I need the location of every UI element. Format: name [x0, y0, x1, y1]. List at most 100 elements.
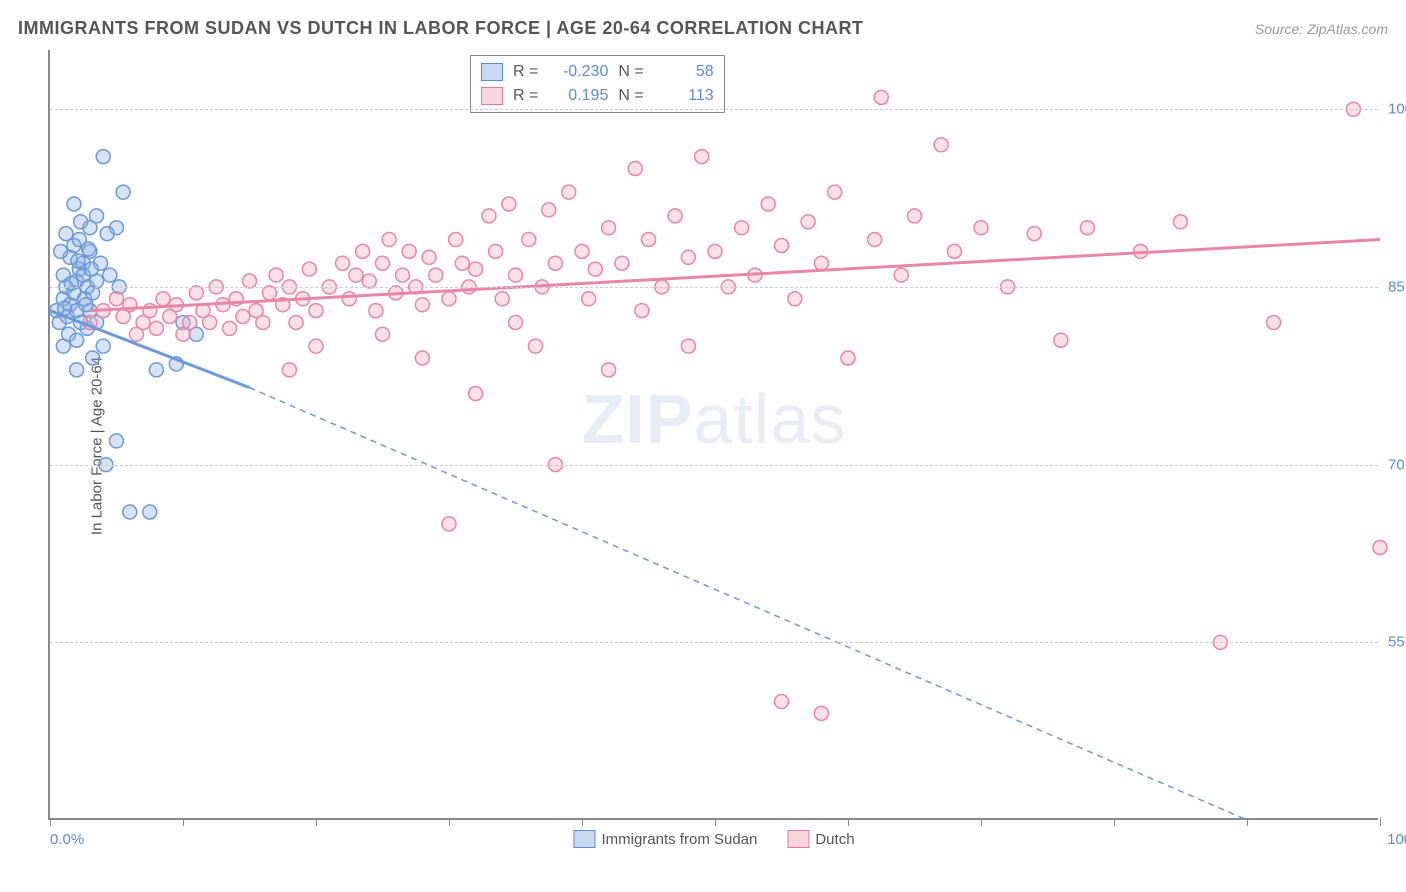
data-point [402, 244, 416, 258]
data-point [349, 268, 363, 282]
data-point [376, 327, 390, 341]
data-point [868, 233, 882, 247]
ytick-label: 70.0% [1388, 456, 1406, 473]
data-point [256, 315, 270, 329]
xtick [449, 818, 450, 826]
xtick [1380, 818, 1381, 826]
data-point [422, 250, 436, 264]
data-point [615, 256, 629, 270]
data-point [602, 221, 616, 235]
r-value-series1: -0.230 [548, 60, 608, 84]
xtick [981, 818, 982, 826]
data-point [54, 244, 68, 258]
data-point [947, 244, 961, 258]
legend-label-series1: Immigrants from Sudan [601, 831, 757, 848]
data-point [602, 363, 616, 377]
data-point [735, 221, 749, 235]
data-point [908, 209, 922, 223]
xtick [715, 818, 716, 826]
data-point [761, 197, 775, 211]
data-point [1027, 227, 1041, 241]
ytick-label: 85.0% [1388, 278, 1406, 295]
data-point [841, 351, 855, 365]
n-value-series2: 113 [654, 84, 714, 108]
xtick [1247, 818, 1248, 826]
data-point [495, 292, 509, 306]
data-point [509, 268, 523, 282]
x-axis-min-label: 0.0% [50, 831, 84, 848]
legend-swatch-series2 [787, 830, 809, 848]
data-point [362, 274, 376, 288]
data-point [502, 197, 516, 211]
data-point [71, 254, 85, 268]
stats-row-series1: R = -0.230 N = 58 [481, 60, 714, 84]
data-point [116, 185, 130, 199]
data-point [309, 304, 323, 318]
data-point [695, 150, 709, 164]
data-point [103, 268, 117, 282]
data-point [395, 268, 409, 282]
xtick [50, 818, 51, 826]
data-point [382, 233, 396, 247]
data-point [67, 197, 81, 211]
data-point [828, 185, 842, 199]
chart-title: IMMIGRANTS FROM SUDAN VS DUTCH IN LABOR … [18, 18, 864, 39]
scatter-plot-svg [50, 50, 1378, 818]
data-point [542, 203, 556, 217]
data-point [70, 333, 84, 347]
data-point [429, 268, 443, 282]
data-point [123, 505, 137, 519]
data-point [528, 339, 542, 353]
data-point [801, 215, 815, 229]
stats-legend-box: R = -0.230 N = 58 R = 0.195 N = 113 [470, 55, 725, 113]
xtick [1114, 818, 1115, 826]
data-point [84, 262, 98, 276]
data-point [582, 292, 596, 306]
data-point [59, 227, 73, 241]
legend-item-series1: Immigrants from Sudan [573, 830, 757, 848]
n-value-series1: 58 [654, 60, 714, 84]
data-point [110, 292, 124, 306]
swatch-series1 [481, 63, 503, 81]
stats-row-series2: R = 0.195 N = 113 [481, 84, 714, 108]
data-point [588, 262, 602, 276]
data-point [110, 434, 124, 448]
data-point [575, 244, 589, 258]
gridline-h [50, 642, 1378, 643]
data-point [449, 233, 463, 247]
data-point [1373, 541, 1387, 555]
data-point [269, 268, 283, 282]
data-point [376, 256, 390, 270]
data-point [189, 286, 203, 300]
data-point [894, 268, 908, 282]
data-point [1267, 315, 1281, 329]
data-point [874, 90, 888, 104]
data-point [1054, 333, 1068, 347]
gridline-h [50, 465, 1378, 466]
data-point [1174, 215, 1188, 229]
data-point [469, 262, 483, 276]
data-point [96, 150, 110, 164]
data-point [183, 315, 197, 329]
data-point [243, 274, 257, 288]
data-point [203, 315, 217, 329]
data-point [70, 363, 84, 377]
data-point [64, 276, 78, 290]
data-point [302, 262, 316, 276]
data-point [668, 209, 682, 223]
data-point [282, 363, 296, 377]
data-point [86, 351, 100, 365]
xtick [848, 818, 849, 826]
r-label2: R = [513, 84, 538, 108]
data-point [96, 339, 110, 353]
data-point [442, 292, 456, 306]
data-point [681, 339, 695, 353]
n-label2: N = [618, 84, 643, 108]
data-point [509, 315, 523, 329]
xtick [582, 818, 583, 826]
data-point [369, 304, 383, 318]
data-point [74, 215, 88, 229]
data-point [156, 292, 170, 306]
data-point [415, 298, 429, 312]
data-point [489, 244, 503, 258]
